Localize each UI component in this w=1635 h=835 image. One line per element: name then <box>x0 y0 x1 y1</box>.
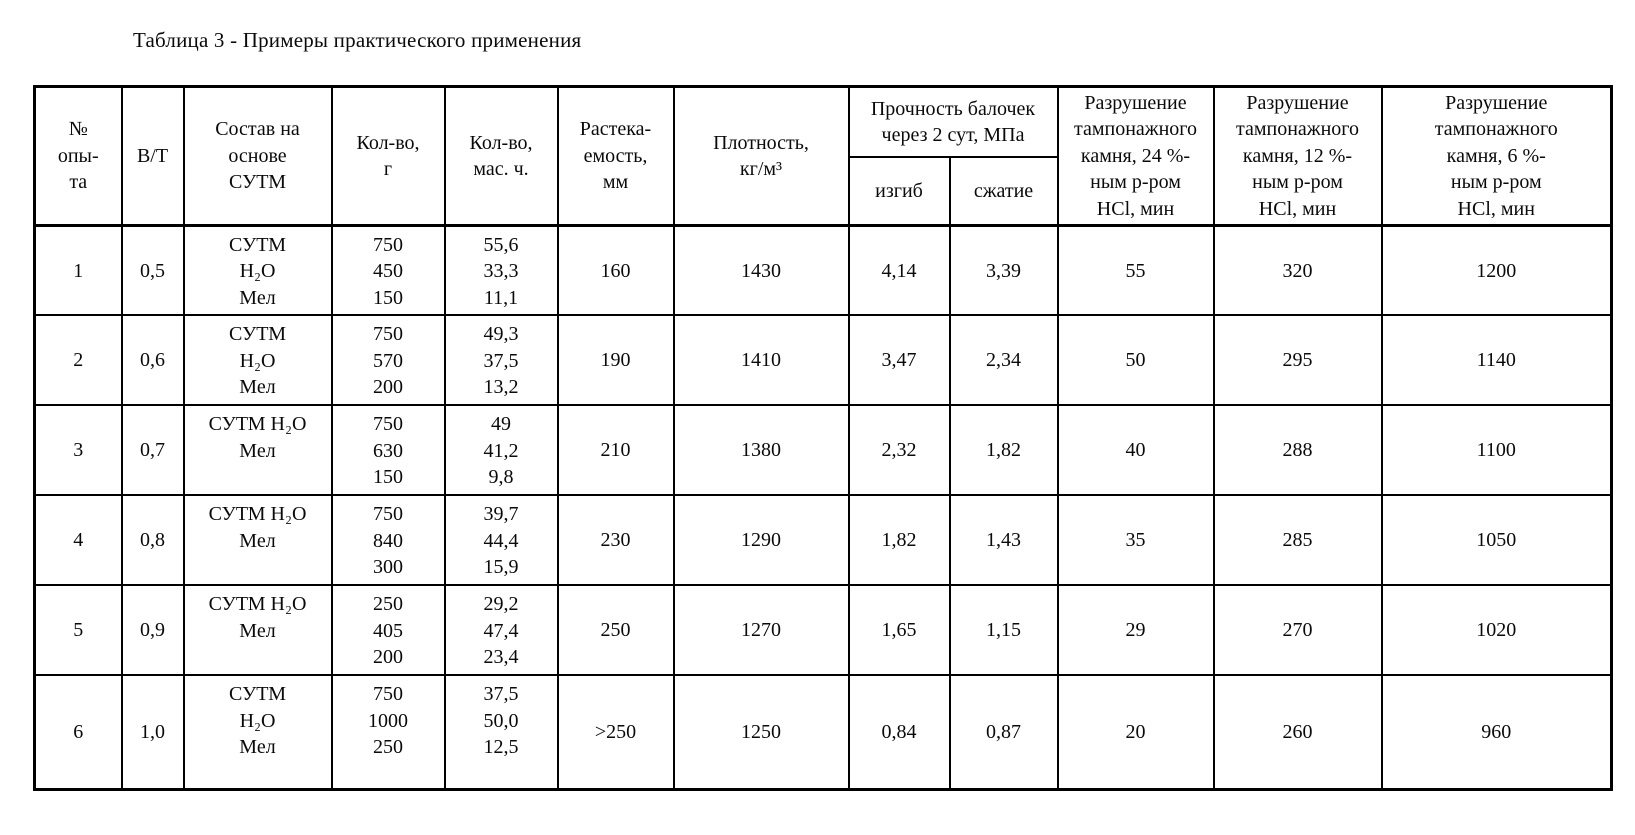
col-header-density: Плотность, кг/м³ <box>672 85 850 227</box>
cell-hcl-12: 260 <box>1212 674 1383 791</box>
cell-amount-grams: 250 405 200 <box>330 584 446 677</box>
cell-composition: СУТМ Н₂О Мел <box>182 674 333 791</box>
cell-experiment-number: 1 <box>33 224 123 317</box>
cell-compression: 1,43 <box>948 494 1059 587</box>
table-row: 6 1,0 СУТМ Н₂О Мел 750 1000 250 37,5 50,… <box>33 674 1613 791</box>
cell-spreadability: 190 <box>556 314 675 407</box>
cell-hcl-12: 285 <box>1212 494 1383 587</box>
cell-density: 1290 <box>672 494 850 587</box>
cell-hcl-6: 1100 <box>1380 404 1613 497</box>
cell-hcl-12: 295 <box>1212 314 1383 407</box>
cell-amount-grams: 750 450 150 <box>330 224 446 317</box>
cell-vt-ratio: 0,6 <box>120 314 185 407</box>
cell-spreadability: >250 <box>556 674 675 791</box>
cell-spreadability: 250 <box>556 584 675 677</box>
cell-compression: 1,82 <box>948 404 1059 497</box>
cell-amount-mass-parts: 29,2 47,4 23,4 <box>443 584 559 677</box>
cell-composition: СУТМ Н₂О Мел <box>182 404 333 497</box>
cell-composition: СУТМ Н₂О Мел <box>182 494 333 587</box>
cell-compression: 3,39 <box>948 224 1059 317</box>
col-header-amount-mass-parts: Кол-во, мас. ч. <box>443 85 559 227</box>
cell-experiment-number: 2 <box>33 314 123 407</box>
cell-experiment-number: 4 <box>33 494 123 587</box>
cell-experiment-number: 5 <box>33 584 123 677</box>
cell-compression: 0,87 <box>948 674 1059 791</box>
cell-hcl-24: 35 <box>1056 494 1215 587</box>
cell-density: 1250 <box>672 674 850 791</box>
cell-hcl-12: 270 <box>1212 584 1383 677</box>
cell-amount-mass-parts: 49,3 37,5 13,2 <box>443 314 559 407</box>
table-row: 2 0,6 СУТМ Н₂О Мел 750 570 200 49,3 37,5… <box>33 314 1613 407</box>
cell-vt-ratio: 0,9 <box>120 584 185 677</box>
cell-spreadability: 210 <box>556 404 675 497</box>
cell-hcl-6: 1140 <box>1380 314 1613 407</box>
cell-composition: СУТМ Н₂О Мел <box>182 584 333 677</box>
cell-compression: 1,15 <box>948 584 1059 677</box>
col-header-strength-group: Прочность балочек через 2 сут, МПа <box>847 85 1059 158</box>
cell-density: 1270 <box>672 584 850 677</box>
cell-hcl-24: 20 <box>1056 674 1215 791</box>
cell-hcl-6: 1200 <box>1380 224 1613 317</box>
cell-amount-grams: 750 840 300 <box>330 494 446 587</box>
cell-bending: 2,32 <box>847 404 951 497</box>
col-header-hcl-12: Разрушение тампонажного камня, 12 %- ным… <box>1212 85 1383 227</box>
cell-density: 1380 <box>672 404 850 497</box>
cell-vt-ratio: 0,7 <box>120 404 185 497</box>
cell-amount-mass-parts: 55,6 33,3 11,1 <box>443 224 559 317</box>
table-row: 5 0,9 СУТМ Н₂О Мел 250 405 200 29,2 47,4… <box>33 584 1613 677</box>
col-header-compression: сжатие <box>948 155 1059 227</box>
cell-composition: СУТМ Н₂О Мел <box>182 314 333 407</box>
col-header-amount-grams: Кол-во, г <box>330 85 446 227</box>
cell-hcl-24: 40 <box>1056 404 1215 497</box>
col-header-experiment-number: № опы- та <box>33 85 123 227</box>
cell-hcl-6: 1020 <box>1380 584 1613 677</box>
cell-hcl-24: 55 <box>1056 224 1215 317</box>
table-caption: Таблица 3 - Примеры практического примен… <box>133 28 582 52</box>
col-header-composition: Состав на основе СУТМ <box>182 85 333 227</box>
cell-amount-grams: 750 1000 250 <box>330 674 446 791</box>
table-row: 1 0,5 СУТМ Н₂О Мел 750 450 150 55,6 33,3… <box>33 224 1613 317</box>
cell-spreadability: 230 <box>556 494 675 587</box>
cell-vt-ratio: 0,5 <box>120 224 185 317</box>
cell-hcl-12: 320 <box>1212 224 1383 317</box>
cell-bending: 1,65 <box>847 584 951 677</box>
cell-bending: 4,14 <box>847 224 951 317</box>
cell-density: 1430 <box>672 224 850 317</box>
cell-density: 1410 <box>672 314 850 407</box>
cell-amount-grams: 750 630 150 <box>330 404 446 497</box>
cell-hcl-6: 1050 <box>1380 494 1613 587</box>
cell-amount-mass-parts: 49 41,2 9,8 <box>443 404 559 497</box>
cell-composition: СУТМ Н₂О Мел <box>182 224 333 317</box>
col-header-vt-ratio: В/Т <box>120 85 185 227</box>
cell-amount-mass-parts: 39,7 44,4 15,9 <box>443 494 559 587</box>
cell-amount-grams: 750 570 200 <box>330 314 446 407</box>
cell-vt-ratio: 1,0 <box>120 674 185 791</box>
table-row: 4 0,8 СУТМ Н₂О Мел 750 840 300 39,7 44,4… <box>33 494 1613 587</box>
col-header-bending: изгиб <box>847 155 951 227</box>
cell-bending: 1,82 <box>847 494 951 587</box>
cell-amount-mass-parts: 37,5 50,0 12,5 <box>443 674 559 791</box>
cell-vt-ratio: 0,8 <box>120 494 185 587</box>
cell-hcl-6: 960 <box>1380 674 1613 791</box>
cell-spreadability: 160 <box>556 224 675 317</box>
table-body: 1 0,5 СУТМ Н₂О Мел 750 450 150 55,6 33,3… <box>33 224 1613 791</box>
col-header-hcl-24: Разрушение тампонажного камня, 24 %- ным… <box>1056 85 1215 227</box>
cell-hcl-24: 50 <box>1056 314 1215 407</box>
table-header: № опы- та В/Т Состав на основе СУТМ Кол-… <box>33 85 1613 227</box>
cell-hcl-12: 288 <box>1212 404 1383 497</box>
col-header-hcl-6: Разрушение тампонажного камня, 6 %- ным … <box>1380 85 1613 227</box>
cell-bending: 0,84 <box>847 674 951 791</box>
cell-compression: 2,34 <box>948 314 1059 407</box>
cell-experiment-number: 6 <box>33 674 123 791</box>
cell-hcl-24: 29 <box>1056 584 1215 677</box>
data-table: № опы- та В/Т Состав на основе СУТМ Кол-… <box>33 85 1613 791</box>
cell-experiment-number: 3 <box>33 404 123 497</box>
col-header-spreadability: Растека- емость, мм <box>556 85 675 227</box>
table-row: 3 0,7 СУТМ Н₂О Мел 750 630 150 49 41,2 9… <box>33 404 1613 497</box>
cell-bending: 3,47 <box>847 314 951 407</box>
